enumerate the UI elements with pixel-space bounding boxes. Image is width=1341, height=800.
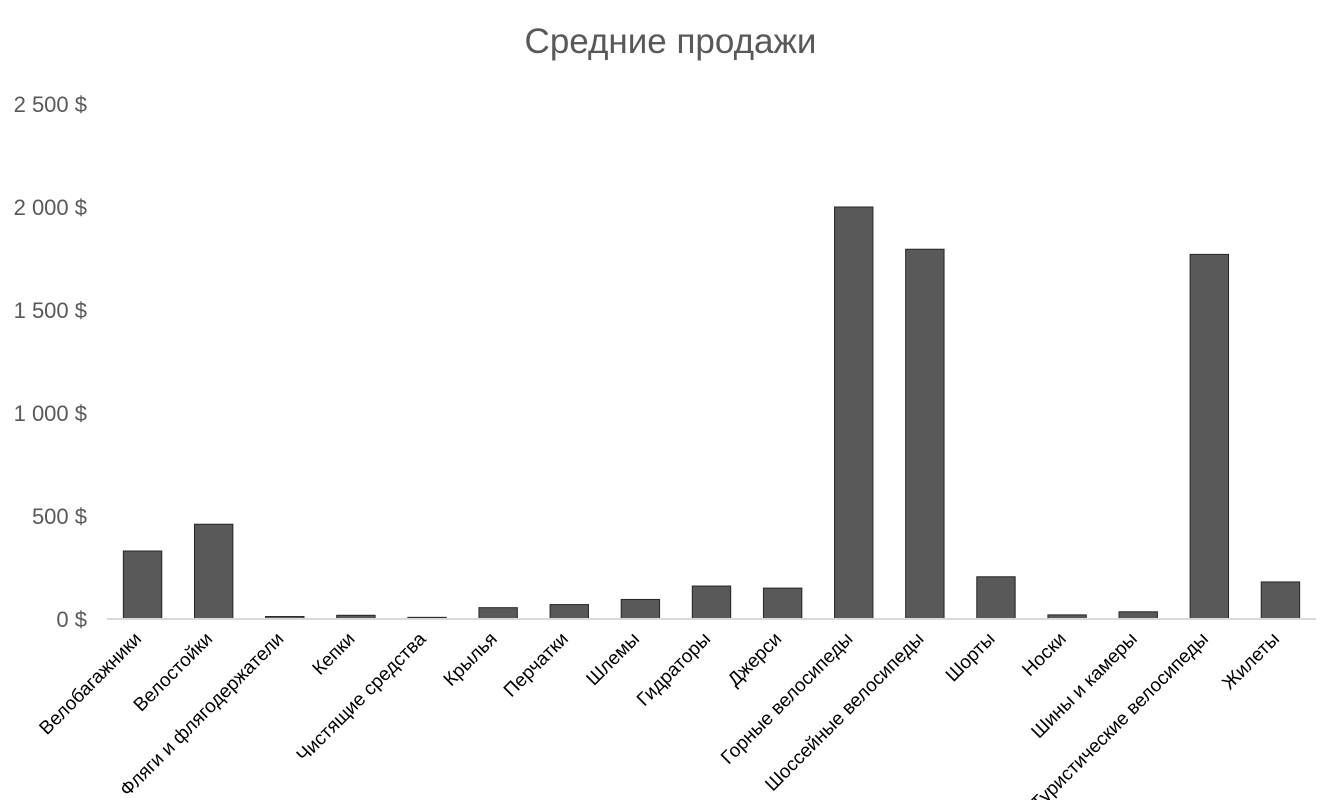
- y-tick-label: 500 $: [32, 504, 87, 529]
- bar: [834, 206, 874, 620]
- bar: [1260, 581, 1301, 620]
- x-tick-label: Джерси: [724, 629, 786, 691]
- bar: [1118, 611, 1158, 620]
- x-tick-label: Кепки: [309, 629, 360, 680]
- y-tick-label: 2 000 $: [14, 195, 87, 220]
- y-tick-label: 1 000 $: [14, 401, 87, 426]
- bar: [193, 523, 234, 620]
- x-tick-label: Перчатки: [500, 629, 573, 702]
- bar: [691, 585, 732, 620]
- bar: [549, 604, 589, 620]
- x-tick-label: Крылья: [440, 629, 502, 691]
- x-tick-label: Жилеты: [1219, 629, 1284, 694]
- bar: [122, 550, 163, 620]
- chart-title: Средние продажи: [524, 22, 817, 61]
- x-tick-label: Гидраторы: [633, 629, 715, 711]
- bar: [976, 576, 1016, 620]
- x-tick-label: Горные велосипеды: [717, 629, 857, 769]
- x-tick-label: Шорты: [942, 629, 1000, 687]
- bar: [905, 248, 945, 620]
- y-axis-ticks: 0 $ 500 $ 1 000 $ 1 500 $ 2 000 $ 2 500 $: [14, 92, 87, 632]
- bar: [620, 598, 661, 620]
- bar: [762, 587, 803, 620]
- x-tick-label: Велобагажники: [36, 629, 147, 740]
- x-tick-label: Шлемы: [583, 629, 644, 690]
- y-tick-label: 1 500 $: [14, 298, 87, 323]
- bar: [478, 607, 518, 620]
- bar: [1189, 253, 1230, 620]
- y-tick-label: 0 $: [56, 607, 87, 632]
- y-tick-label: 2 500 $: [14, 92, 87, 117]
- bars: [122, 206, 1301, 620]
- x-tick-label: Носки: [1018, 629, 1070, 681]
- x-tick-label: Чистящие средства: [293, 628, 431, 766]
